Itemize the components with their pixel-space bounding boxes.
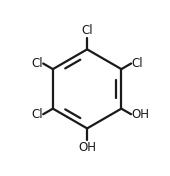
Text: OH: OH: [78, 141, 96, 154]
Text: Cl: Cl: [31, 57, 42, 70]
Text: Cl: Cl: [132, 57, 143, 70]
Text: Cl: Cl: [31, 108, 42, 121]
Text: OH: OH: [132, 108, 150, 121]
Text: Cl: Cl: [81, 24, 93, 37]
